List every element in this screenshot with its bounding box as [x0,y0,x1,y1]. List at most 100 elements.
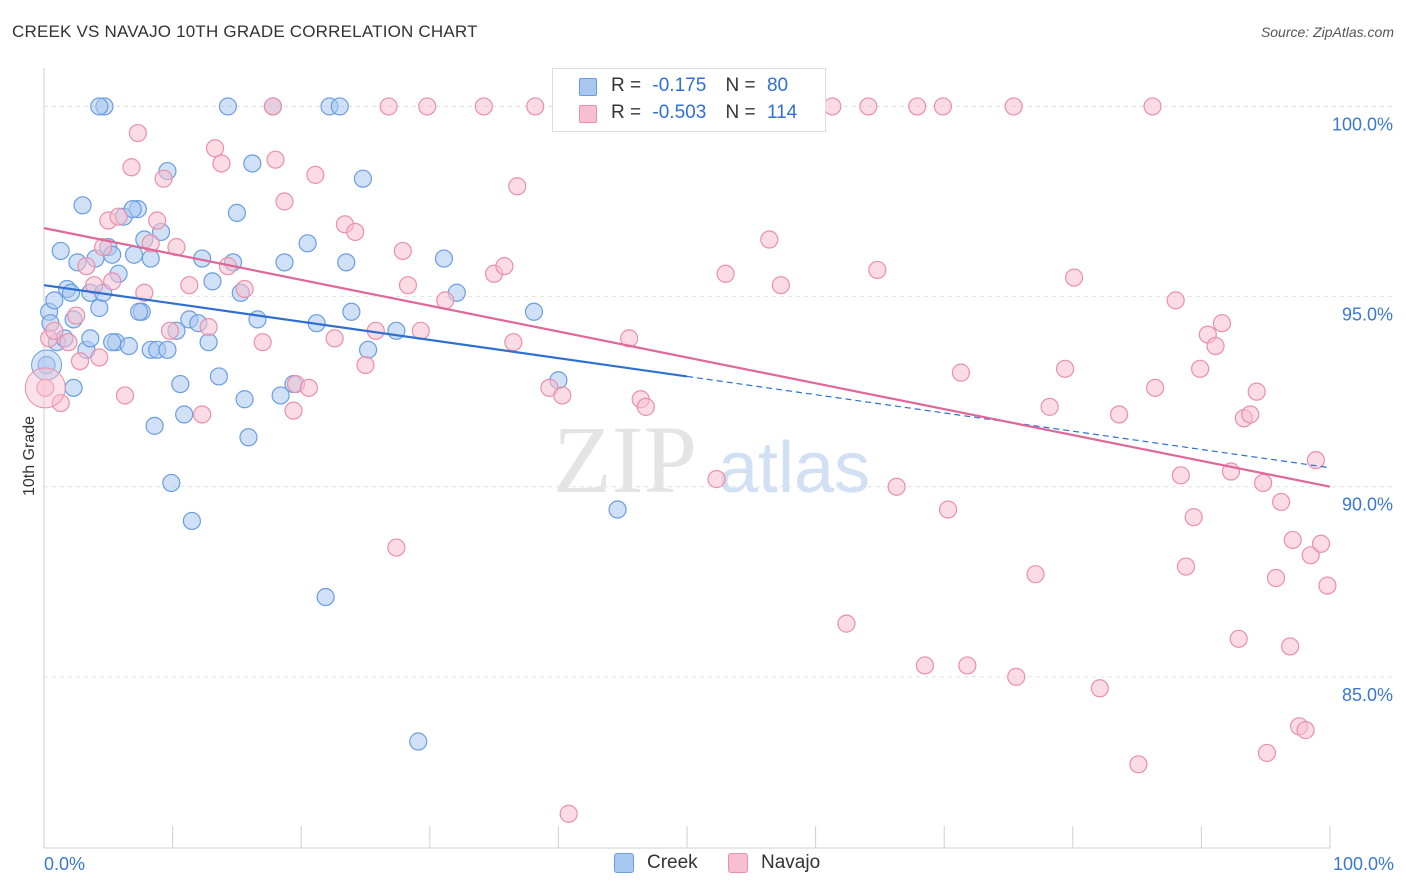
creek-point [64,378,83,397]
navajo-point [716,264,735,283]
navajo-point [495,257,514,276]
navajo-point [160,321,180,340]
navajo-point [356,355,375,375]
navajo-point [77,257,96,276]
navajo-point [45,321,64,340]
navajo-point [636,397,655,416]
creek-n-label: N = [725,75,756,96]
creek-point [162,473,181,493]
navajo-point [253,333,272,352]
navajo-point [859,97,878,116]
navajo-point [1281,637,1300,656]
creek-point [158,340,177,359]
navajo-point [938,500,958,519]
navajo-point [398,276,418,295]
navajo-point [154,169,173,188]
navajo-point [1176,557,1196,576]
creek-swatch [579,78,597,96]
navajo-point [760,230,779,249]
navajo-point [887,477,906,496]
creek-point [175,405,194,424]
navajo-point [1004,97,1023,116]
navajo-point [771,276,790,295]
navajo-point [212,154,231,173]
creek-point [61,283,81,302]
navajo-point [109,207,128,226]
navajo-point [1090,679,1109,698]
creek-point [209,367,228,386]
navajo-legend-swatch [728,853,748,873]
navajo-point [1229,629,1248,648]
navajo-point [299,378,319,397]
creek-point [123,200,142,219]
navajo-point [128,123,147,143]
navajo-point [1254,473,1273,493]
watermark-zip: ZIP [553,406,697,513]
source-credit: Source: ZipAtlas.com [1260,24,1394,40]
navajo-point [933,97,953,116]
navajo-point [1129,755,1148,774]
navajo-point [199,317,218,337]
navajo-point [559,804,578,823]
navajo-point [1040,397,1059,416]
navajo-point [94,238,113,257]
creek-trend-line [43,284,688,378]
creek-point [90,97,109,116]
navajo-point [951,363,971,382]
navajo-point [59,333,78,352]
navajo-point [1064,268,1084,287]
navajo-point [1191,359,1210,378]
navajo-point [1283,530,1302,550]
creek-point [358,340,378,359]
navajo-point [837,614,856,633]
creek-point [171,374,190,394]
creek-point [130,302,149,321]
y-tick-label: 85.0% [1342,685,1393,705]
navajo-point [141,234,160,253]
navajo-point [1146,378,1165,397]
navajo-point [915,656,935,675]
navajo-point [325,329,344,348]
navajo-legend-label: Navajo [761,852,821,873]
navajo-point [504,333,523,352]
navajo-point [1311,534,1331,553]
creek-point [119,336,138,356]
navajo-point [1241,405,1260,424]
creek-point [73,196,92,215]
navajo-point [1143,97,1162,116]
navajo-point [1109,405,1129,424]
navajo-point [868,260,887,280]
creek-point [45,291,64,310]
y-tick-label: 95.0% [1342,305,1393,325]
navajo-point [908,97,927,116]
navajo-point [235,279,254,299]
navajo-point [1266,568,1286,588]
navajo-point [103,272,122,291]
navajo-r-label: R = [611,102,642,123]
creek-point [409,732,428,751]
creek-point [235,390,254,409]
navajo-trend-line [43,227,1331,488]
creek-point [145,416,164,435]
creek-point [275,253,294,272]
creek-r-value: -0.175 [652,75,707,96]
navajo-point [387,538,406,557]
y-tick-label: 100.0% [1332,114,1393,134]
navajo-point [1166,291,1185,310]
navajo-point [122,158,141,177]
navajo-point [115,386,135,405]
navajo-point [1272,492,1291,512]
navajo-point [180,276,199,295]
navajo-point [1212,314,1232,333]
creek-point [342,302,361,321]
x-tick-label-max: 100.0% [1333,854,1394,874]
creek-point [337,253,356,272]
navajo-point [1206,336,1225,356]
navajo-point [474,97,493,116]
navajo-point [436,291,455,310]
creek-n-value: 80 [766,75,789,96]
navajo-point [51,393,70,413]
navajo-point [284,401,303,420]
creek-point [124,245,144,264]
